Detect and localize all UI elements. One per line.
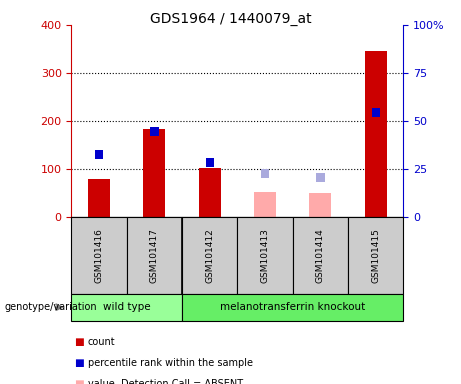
Bar [254, 192, 276, 217]
Bar [261, 169, 269, 178]
Text: ■: ■ [74, 379, 83, 384]
Text: GSM101416: GSM101416 [95, 228, 104, 283]
Text: percentile rank within the sample: percentile rank within the sample [88, 358, 253, 368]
Text: GSM101414: GSM101414 [316, 228, 325, 283]
Bar [309, 193, 331, 217]
Bar [143, 129, 165, 217]
Bar [182, 217, 237, 294]
Text: GSM101413: GSM101413 [260, 228, 270, 283]
Bar [316, 173, 325, 182]
Bar [199, 167, 221, 217]
Bar [71, 217, 127, 294]
Text: count: count [88, 337, 115, 347]
Bar [95, 150, 103, 159]
Bar [206, 159, 214, 167]
Bar [127, 217, 182, 294]
Text: melanotransferrin knockout: melanotransferrin knockout [220, 302, 366, 312]
Text: value, Detection Call = ABSENT: value, Detection Call = ABSENT [88, 379, 242, 384]
Text: ■: ■ [74, 337, 83, 347]
Bar [71, 294, 182, 321]
Bar [150, 127, 159, 136]
Bar [365, 51, 387, 217]
Bar [293, 217, 348, 294]
Bar [182, 294, 403, 321]
Text: ■: ■ [74, 358, 83, 368]
Bar [348, 217, 403, 294]
Text: GSM101417: GSM101417 [150, 228, 159, 283]
Text: GDS1964 / 1440079_at: GDS1964 / 1440079_at [150, 12, 311, 25]
Text: GSM101412: GSM101412 [205, 228, 214, 283]
Text: genotype/variation: genotype/variation [5, 302, 97, 312]
Bar [237, 217, 293, 294]
Bar [88, 179, 110, 217]
Text: wild type: wild type [103, 302, 151, 312]
Bar [372, 108, 380, 117]
Text: GSM101415: GSM101415 [371, 228, 380, 283]
